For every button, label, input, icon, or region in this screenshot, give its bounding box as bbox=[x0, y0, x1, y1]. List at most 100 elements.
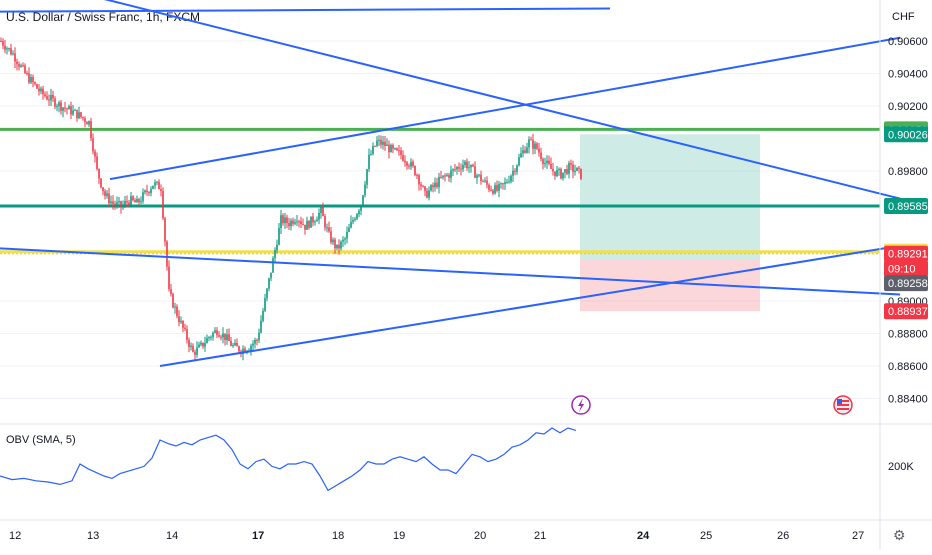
price-axis[interactable]: 0.906000.904000.902000.898000.890000.888… bbox=[888, 36, 928, 406]
candle-body bbox=[354, 219, 356, 221]
candle-body bbox=[216, 330, 218, 336]
candle-body bbox=[320, 207, 322, 214]
candle-body bbox=[36, 84, 38, 89]
candle-body bbox=[258, 332, 260, 341]
candle-body bbox=[256, 339, 258, 341]
candle-body bbox=[404, 160, 406, 163]
candle-body bbox=[220, 336, 222, 338]
candle-body bbox=[476, 175, 478, 178]
price-label-text: 0.89585 bbox=[888, 201, 928, 213]
candle-body bbox=[142, 192, 144, 202]
candle-body bbox=[126, 201, 128, 203]
candlesticks bbox=[0, 37, 582, 361]
candle-body bbox=[58, 102, 60, 107]
candle-body bbox=[362, 195, 364, 206]
candle-body bbox=[558, 168, 560, 170]
candle-body bbox=[146, 190, 148, 193]
candle-body bbox=[252, 343, 254, 346]
candle-body bbox=[380, 139, 382, 145]
price-tick-label: 0.88400 bbox=[888, 394, 928, 406]
candle-body bbox=[326, 227, 328, 229]
candle-body bbox=[196, 347, 198, 355]
price-tick-label: 0.90400 bbox=[888, 69, 928, 81]
rising-channel-top bbox=[109, 36, 901, 181]
candle-body bbox=[382, 141, 384, 145]
candle-body bbox=[270, 272, 272, 279]
candle-body bbox=[488, 184, 490, 190]
candle-body bbox=[274, 250, 276, 259]
candle-body bbox=[532, 139, 534, 149]
candle-body bbox=[162, 190, 164, 219]
candle-body bbox=[350, 221, 352, 228]
candle-body bbox=[482, 181, 484, 183]
candle-body bbox=[562, 172, 564, 179]
candle-body bbox=[62, 107, 64, 111]
candle-body bbox=[566, 169, 568, 174]
us-flag-event-icon[interactable] bbox=[833, 395, 853, 415]
time-axis[interactable]: 12 13 14 17 18 19 20 21 24 25 26 27 bbox=[9, 530, 864, 542]
candle-body bbox=[328, 227, 330, 232]
candle-body bbox=[412, 161, 414, 166]
candle-body bbox=[32, 77, 34, 83]
candle-body bbox=[430, 185, 432, 191]
trend-lines[interactable] bbox=[0, 0, 901, 367]
candle-body bbox=[116, 202, 118, 206]
time-tick-label: 24 bbox=[637, 530, 650, 542]
candle-body bbox=[166, 241, 168, 267]
candle-body bbox=[336, 244, 338, 249]
lightning-event-icon[interactable] bbox=[571, 395, 591, 415]
candle-body bbox=[468, 167, 470, 169]
settings-gear-icon[interactable]: ⚙ bbox=[893, 527, 906, 543]
time-tick-label: 13 bbox=[87, 530, 99, 542]
candle-body bbox=[324, 216, 326, 228]
candle-body bbox=[394, 148, 396, 150]
candle-body bbox=[408, 165, 410, 167]
candle-body bbox=[576, 167, 578, 171]
candle-body bbox=[230, 340, 232, 346]
candle-body bbox=[14, 53, 16, 62]
candle-body bbox=[312, 216, 314, 223]
candle-body bbox=[188, 339, 190, 347]
candle-body bbox=[392, 145, 394, 149]
time-tick-label: 12 bbox=[9, 530, 21, 542]
candle-body bbox=[340, 241, 342, 249]
candle-body bbox=[156, 181, 158, 183]
time-tick-label: 17 bbox=[252, 530, 264, 542]
candle-body bbox=[322, 207, 324, 217]
candle-body bbox=[396, 148, 398, 151]
time-tick-label: 19 bbox=[393, 530, 405, 542]
candle-body bbox=[388, 144, 390, 153]
price-label-bg bbox=[884, 303, 928, 320]
candle-body bbox=[530, 139, 532, 141]
candle-body bbox=[314, 221, 316, 223]
candle-body bbox=[2, 41, 4, 46]
candle-body bbox=[6, 48, 8, 50]
candle-body bbox=[264, 298, 266, 311]
time-tick-label: 25 bbox=[700, 530, 712, 542]
candle-body bbox=[98, 168, 100, 179]
candle-body bbox=[494, 185, 496, 194]
candle-body bbox=[534, 143, 536, 149]
candle-body bbox=[374, 145, 376, 147]
horizontal-levels[interactable] bbox=[0, 127, 880, 255]
position-tool[interactable] bbox=[580, 134, 760, 312]
obv-pane[interactable] bbox=[0, 427, 577, 492]
candle-body bbox=[344, 238, 346, 240]
candle-body bbox=[128, 202, 130, 205]
candle-body bbox=[526, 147, 528, 153]
candle-body bbox=[38, 88, 40, 92]
candle-body bbox=[198, 344, 200, 348]
candle-body bbox=[292, 220, 294, 224]
candle-body bbox=[60, 102, 62, 111]
candle-body bbox=[368, 154, 370, 170]
candle-body bbox=[174, 306, 176, 308]
price-tick-label: 0.88800 bbox=[888, 329, 928, 341]
candle-body bbox=[30, 77, 32, 83]
candle-body bbox=[52, 94, 54, 99]
candle-body bbox=[298, 221, 300, 223]
candle-body bbox=[114, 203, 116, 206]
rising-support bbox=[159, 244, 901, 367]
candle-body bbox=[272, 258, 274, 273]
